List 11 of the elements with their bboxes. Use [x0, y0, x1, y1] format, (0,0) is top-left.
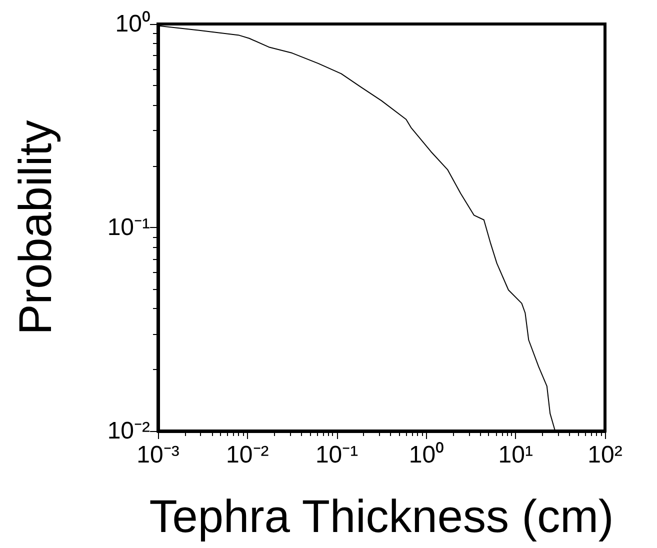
y-axis-title: Probability — [9, 120, 61, 335]
y-tick-label: 10⁻¹ — [107, 214, 150, 241]
x-tick-label: 10⁻¹ — [315, 442, 358, 468]
x-tick-label: 10⁻² — [226, 442, 269, 468]
x-tick-label: 10⁰ — [408, 442, 444, 468]
x-tick-label: 10¹ — [498, 442, 533, 468]
y-tick-label: 10⁻² — [107, 418, 150, 444]
x-axis-title: Tephra Thickness (cm) — [149, 490, 614, 542]
y-tick-label: 10⁰ — [115, 10, 150, 38]
x-tick-label: 10⁻³ — [136, 442, 180, 468]
x-tick-label: 10² — [588, 442, 622, 468]
